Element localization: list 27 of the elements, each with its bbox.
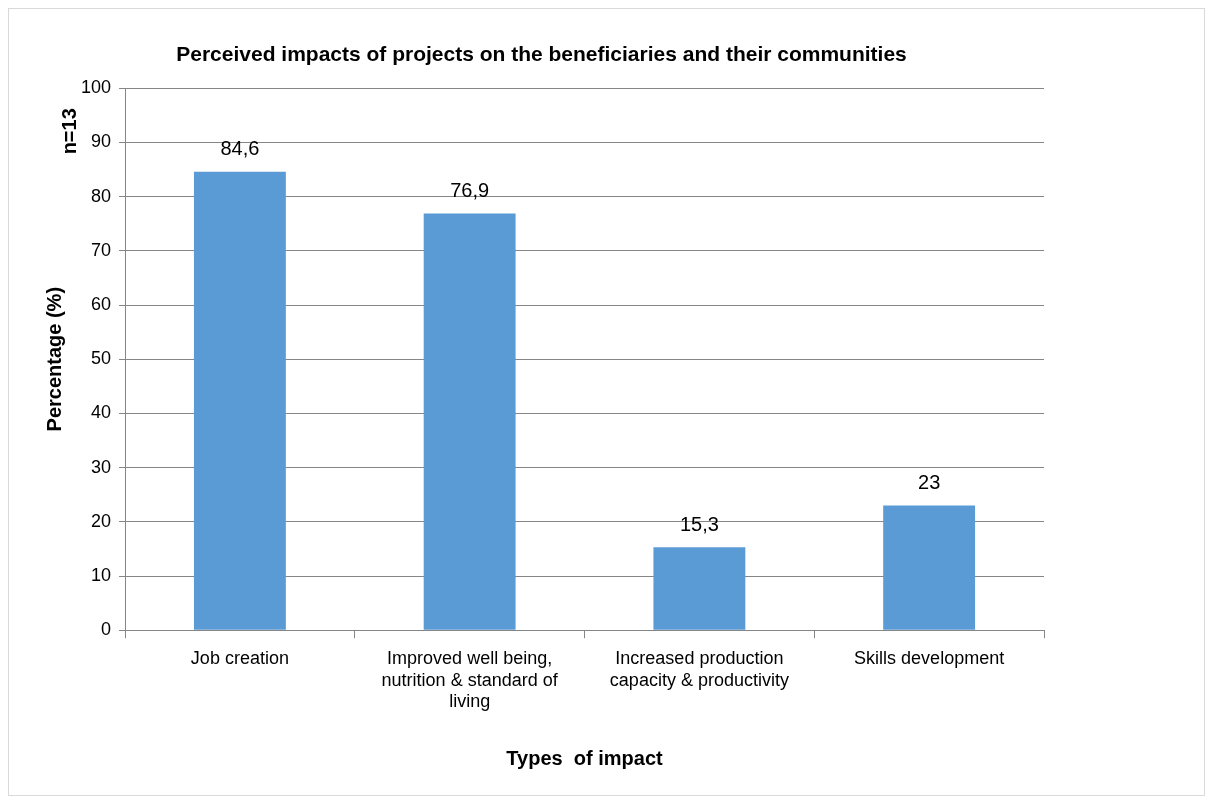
y-tick-label: 10: [91, 564, 112, 585]
text: n=13: [57, 108, 80, 155]
data-label: 23: [918, 471, 941, 494]
bar: [653, 547, 746, 630]
y-tick-label: 40: [91, 402, 112, 423]
data-label: 84,6: [220, 137, 260, 160]
x-tick-label: Job creation: [190, 647, 289, 668]
bar: [193, 171, 286, 630]
bar: [423, 213, 516, 630]
y-tick-label: 80: [91, 185, 112, 206]
x-tick-label: Improved well being, nutrition & standard of living: [381, 647, 559, 712]
y-axis-title: Percentage (%): [42, 286, 65, 432]
y-tick-label: 90: [91, 131, 112, 152]
x-tick-label: Skills development: [854, 647, 1005, 668]
y-tick-label: 0: [101, 619, 112, 640]
chart-title: Perceived impacts of projects on the beneficiaries and their communities: [176, 42, 907, 66]
bar: [883, 505, 976, 630]
data-label: 15,3: [679, 512, 719, 535]
y-tick-label: 50: [91, 348, 112, 369]
x-axis-title: Types of impact: [506, 746, 664, 769]
y-tick-label: 60: [91, 293, 112, 314]
data-label: 76,9: [450, 178, 490, 201]
x-tick-label: Increased production capacity & productivity: [609, 647, 789, 690]
y-tick-label: 20: [91, 510, 112, 531]
y-tick-label: 100: [80, 77, 112, 98]
y-tick-label: 70: [91, 239, 112, 260]
y-tick-label: 30: [91, 456, 112, 477]
